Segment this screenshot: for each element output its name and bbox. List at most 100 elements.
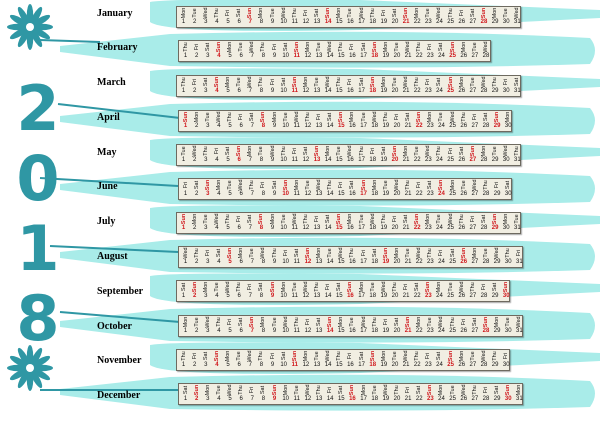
weekday-name: Wed xyxy=(325,350,332,362)
day-number: 11 xyxy=(291,157,298,163)
weekday-name: Mon xyxy=(460,41,467,53)
day-cell: Mon 22 xyxy=(412,7,423,27)
weekday-name: Wed xyxy=(202,7,209,19)
weekday-name: Thu xyxy=(483,180,489,190)
weekday-name: Tue xyxy=(314,77,321,87)
day-number: 29 xyxy=(493,191,501,197)
day-cell: Sat 24 xyxy=(434,76,445,96)
day-cell: Thu 24 xyxy=(434,145,445,165)
weekday-name: Mon xyxy=(191,213,198,225)
pointer-line xyxy=(57,103,181,119)
weekday-name: Sun xyxy=(427,384,434,396)
weekday-name: Sun xyxy=(215,41,222,53)
weekday-name: Sun xyxy=(291,350,298,362)
day-number: 27 xyxy=(469,293,477,299)
weekday-name: Wed xyxy=(347,145,354,157)
month-strip: Thu 1 Fri 2 Sat 3 Sun 4 Mon 5 Tue 6 Wed 7 Thu 8 Fri 9 Sat 1… xyxy=(176,349,510,371)
weekday-name: Mon xyxy=(503,213,510,225)
day-number: 8 xyxy=(259,88,264,94)
day-number: 25 xyxy=(447,88,454,94)
weekday-name: Mon xyxy=(316,247,323,259)
day-cell: Fri 3 xyxy=(202,247,213,267)
day-cell: Mon 3 xyxy=(200,281,211,301)
weekday-name: Mon xyxy=(427,111,434,123)
day-cell: Wed 24 xyxy=(434,7,445,27)
weekday-name: Sun xyxy=(403,7,410,19)
day-cell: Wed 26 xyxy=(456,281,467,301)
day-number: 5 xyxy=(226,293,230,299)
weekday-name: Tue xyxy=(191,8,198,18)
weekday-name: Tue xyxy=(405,248,412,258)
weekday-name: Thu xyxy=(271,248,278,258)
day-number: 24 xyxy=(436,225,443,231)
day-cell: Wed 18 xyxy=(369,111,380,131)
day-cell: Sun 4 xyxy=(211,350,222,370)
weekday-name: Tue xyxy=(469,351,476,361)
day-number: 9 xyxy=(270,362,275,368)
day-cell: Wed 29 xyxy=(492,247,503,267)
month-strip: Wed 1 Thu 2 Fri 3 Sat 4 Sun 5 Mon 6 Tue 7 Wed 8 Thu 9 Fri 1… xyxy=(178,246,523,268)
day-cell: Sat 22 xyxy=(412,281,423,301)
weekday-name: Thu xyxy=(336,77,343,87)
day-cell: Tue 1 xyxy=(178,145,189,165)
day-cell: Mon 8 xyxy=(256,7,267,27)
day-number: 10 xyxy=(280,157,287,163)
weekday-name: Thu xyxy=(314,282,321,292)
weekday-name: Tue xyxy=(391,77,398,87)
day-number: 10 xyxy=(280,88,287,94)
day-cell: Tue 6 xyxy=(234,350,245,370)
day-number: 11 xyxy=(291,293,298,299)
weekday-name: Tue xyxy=(425,8,432,18)
day-cell: Fri 21 xyxy=(401,281,412,301)
weekday-name: Fri xyxy=(238,113,245,121)
day-number: 28 xyxy=(480,293,488,299)
day-number: 27 xyxy=(471,53,479,59)
day-cell: Sun 7 xyxy=(247,316,258,336)
month-strip: Sun 1 Mon 2 Tue 3 Wed 4 Thu 5 Fri 6 Sat 7 Sun 8 Mon 9 Tue 1… xyxy=(178,110,512,132)
day-cell: Tue 23 xyxy=(423,7,434,27)
weekday-name: Mon xyxy=(380,76,387,88)
weekday-name: Wed xyxy=(191,145,198,157)
weekday-name: Tue xyxy=(505,317,512,327)
day-cell: Sat 17 xyxy=(356,350,367,370)
day-number: 1 xyxy=(181,157,186,163)
day-cell: Thu 8 xyxy=(256,76,267,96)
day-cell: Wed 23 xyxy=(423,145,434,165)
day-cell: Sun 9 xyxy=(269,384,280,404)
weekday-name: Wed xyxy=(225,281,232,293)
day-number: 11 xyxy=(291,225,298,231)
month-strip: Thu 1 Fri 2 Sat 3 Sun 4 Mon 5 Tue 6 Wed 7 Thu 8 Fri 9 Sat 1… xyxy=(178,40,491,62)
day-number: 1 xyxy=(183,328,188,334)
weekday-name: Thu xyxy=(227,112,234,122)
weekday-name: Sat xyxy=(225,146,232,156)
day-number: 6 xyxy=(237,19,241,25)
weekday-name: Sat xyxy=(471,317,478,327)
day-number: 5 xyxy=(228,328,232,334)
day-number: 23 xyxy=(425,293,432,299)
flower-petal xyxy=(29,347,43,368)
flower-petal xyxy=(9,355,30,369)
day-cell: Wed 25 xyxy=(447,111,458,131)
weekday-name: Sun xyxy=(249,316,256,328)
month-strip: Fri 1 Sat 2 Sun 3 Mon 4 Tue 5 Wed 6 Thu 7 Fri 8 Sat 9 Sun 1… xyxy=(178,178,512,200)
day-cell: Mon 30 xyxy=(501,213,512,233)
day-cell: Wed 21 xyxy=(403,41,414,61)
day-cell: Tue 3 xyxy=(202,111,213,131)
weekday-name: Sun xyxy=(371,41,378,53)
weekday-name: Fri xyxy=(191,78,198,86)
weekday-name: Tue xyxy=(291,282,298,292)
weekday-name: Thu xyxy=(458,214,465,224)
day-cell: Tue 9 xyxy=(267,7,278,27)
weekday-name: Mon xyxy=(425,213,432,225)
weekday-name: Wed xyxy=(302,281,309,293)
weekday-name: Sat xyxy=(449,248,456,258)
day-cell: Mon 26 xyxy=(458,41,469,61)
weekday-name: Sat xyxy=(260,385,267,395)
day-cell: Mon 12 xyxy=(302,41,313,61)
weekday-name: Thu xyxy=(393,385,400,395)
day-cell: Thu 10 xyxy=(278,145,289,165)
day-number: 4 xyxy=(217,123,221,129)
day-cell: Sat 23 xyxy=(425,179,436,199)
day-number: 11 xyxy=(291,362,298,368)
weekday-name: Fri xyxy=(503,78,510,86)
